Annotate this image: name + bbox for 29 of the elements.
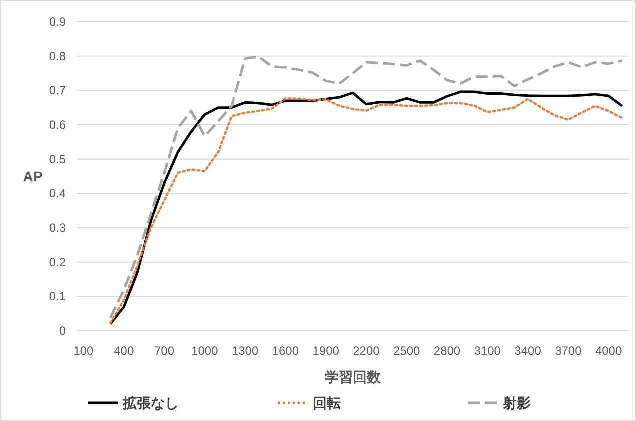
x-tick-label: 3400 <box>514 344 542 358</box>
y-tick-label: 0.9 <box>49 15 66 29</box>
x-tick-label: 400 <box>114 344 134 358</box>
legend-label: 回転 <box>313 395 341 411</box>
x-tick-label: 1300 <box>232 344 259 358</box>
y-tick-label: 0.1 <box>49 290 66 304</box>
x-tick-label: 4000 <box>595 344 622 358</box>
x-tick-label: 1900 <box>312 344 340 358</box>
y-tick-label: 0.6 <box>49 118 66 132</box>
legend-label: 拡張なし <box>122 395 179 411</box>
x-tick-label: 2500 <box>394 344 421 358</box>
x-tick-label: 3100 <box>474 344 502 358</box>
y-tick-label: 0.5 <box>49 152 66 166</box>
x-tick-label: 100 <box>74 344 94 358</box>
y-tick-label: 0.7 <box>49 84 66 98</box>
x-tick-label: 1000 <box>192 344 219 358</box>
x-tick-label: 2800 <box>434 344 461 358</box>
x-tick-label: 2200 <box>353 344 380 358</box>
y-tick-label: 0.2 <box>49 255 66 270</box>
x-axis-title: 学習回数 <box>325 369 382 385</box>
y-tick-label: 0.4 <box>49 186 66 201</box>
y-axis-title: AP <box>23 168 43 184</box>
x-tick-label: 700 <box>154 344 175 358</box>
y-tick-label: 0.3 <box>49 221 66 235</box>
y-tick-label: 0 <box>59 324 66 338</box>
x-tick-label: 3700 <box>555 344 582 358</box>
y-tick-label: 0.8 <box>49 49 66 64</box>
x-tick-label: 1600 <box>272 344 300 358</box>
legend-label: 射影 <box>502 395 531 411</box>
